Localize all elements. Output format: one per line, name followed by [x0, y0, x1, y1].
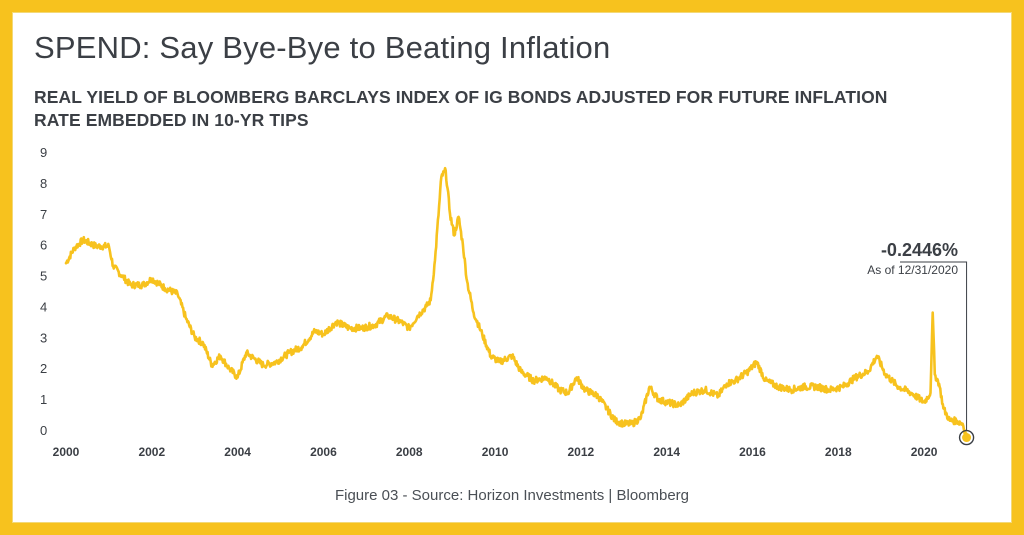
annotation-value: -0.2446%	[881, 240, 958, 260]
x-tick-label: 2006	[310, 445, 337, 459]
x-tick-label: 2010	[482, 445, 509, 459]
y-tick-label: 1	[40, 392, 47, 407]
x-tick-label: 2002	[138, 445, 165, 459]
y-tick-label: 5	[40, 269, 47, 284]
x-tick-label: 2016	[739, 445, 766, 459]
x-axis: 2000 2002 2004 2006 2008 2010 2012 2014 2016 2018…	[53, 445, 938, 459]
y-tick-label: 9	[40, 145, 47, 160]
x-tick-label: 2020	[911, 445, 938, 459]
y-tick-label: 0	[40, 423, 47, 438]
annotation-date: As of 12/31/2020	[867, 263, 958, 277]
x-tick-label: 2004	[224, 445, 251, 459]
y-tick-label: 3	[40, 330, 47, 345]
y-tick-label: 4	[40, 299, 47, 314]
y-tick-label: 2	[40, 361, 47, 376]
x-tick-label: 2014	[653, 445, 680, 459]
y-axis: 0 1 2 3 4 5 6 7 8 9	[40, 145, 47, 438]
callout-leader-line	[900, 261, 968, 431]
chart-subtitle: REAL YIELD OF BLOOMBERG BARCLAYS INDEX O…	[34, 87, 888, 130]
y-tick-label: 8	[40, 176, 47, 191]
chart-card	[12, 12, 1012, 523]
y-tick-label: 6	[40, 238, 47, 253]
figure-caption: Figure 03 - Source: Horizon Investments …	[334, 487, 690, 504]
page-title: SPEND: Say Bye-Bye to Beating Inflation	[34, 30, 611, 65]
x-tick-label: 2008	[396, 445, 423, 459]
last-point-marker	[962, 433, 972, 443]
real-yield-series-line	[64, 166, 969, 439]
x-tick-label: 2018	[825, 445, 852, 459]
x-tick-label: 2000	[53, 445, 80, 459]
y-tick-label: 7	[40, 207, 47, 222]
last-point-ring	[958, 429, 975, 446]
x-tick-label: 2012	[568, 445, 595, 459]
